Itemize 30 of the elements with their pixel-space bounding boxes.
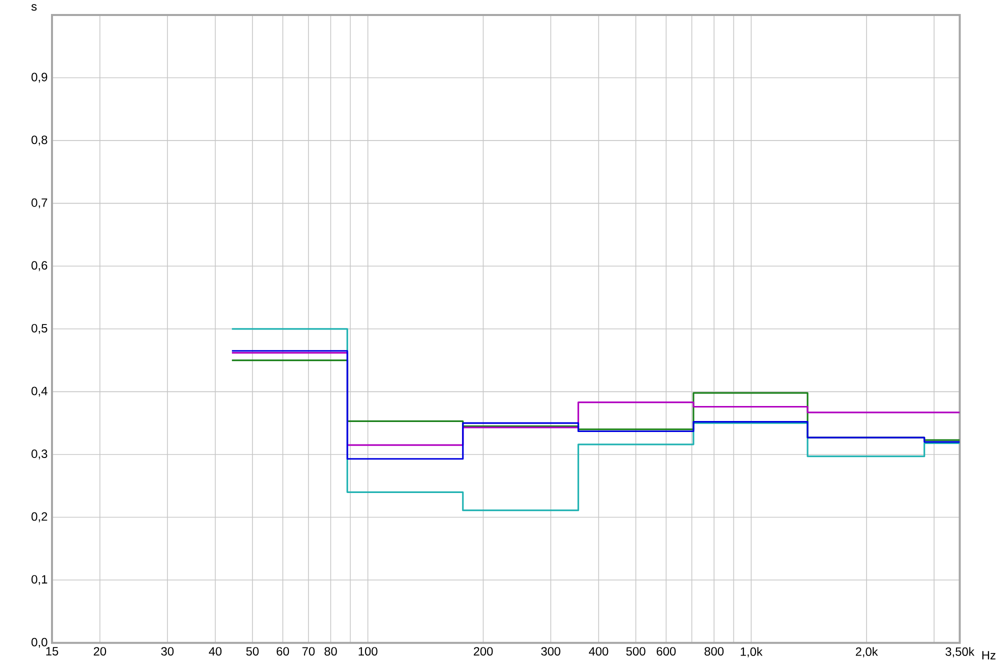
x-tick-label: 40 (208, 647, 222, 656)
x-tick-label: 70 (302, 647, 315, 656)
x-tick-label: 200 (474, 647, 493, 656)
y-tick-label: 0,1 (32, 575, 48, 586)
y-tick-label: 0,3 (32, 450, 48, 460)
y-tick-label: 0,2 (32, 512, 48, 522)
x-tick-label: 500 (626, 647, 646, 656)
x-tick-label: 20 (94, 647, 106, 656)
x-tick-label: 80 (324, 647, 337, 656)
y-tick-label: 0,6 (32, 261, 48, 272)
x-tick-label: 400 (588, 647, 608, 656)
x-tick-label: 15 (46, 647, 58, 656)
x-tick-label: 2,0k (856, 647, 878, 658)
x-tick-label: 50 (246, 647, 259, 656)
x-axis-title: Hz (982, 651, 996, 660)
y-tick-label: 0,7 (32, 198, 48, 208)
x-tick-label: 60 (276, 647, 290, 656)
y-tick-label: 0,8 (32, 136, 48, 146)
y-tick-label: 0,0 (32, 638, 48, 648)
x-tick-label: 600 (656, 647, 676, 656)
x-tick-label: 800 (704, 647, 724, 656)
x-tick-label: 1,0k (740, 647, 763, 658)
y-tick-label: 0,4 (32, 386, 48, 397)
y-tick-label: 0,5 (32, 324, 48, 334)
y-tick-label: 0,9 (32, 72, 48, 83)
y-axis-title: s (31, 4, 37, 11)
x-tick-label: 100 (358, 647, 378, 656)
x-tick-label: 30 (161, 647, 174, 656)
x-tick-label: 300 (541, 647, 560, 656)
x-tick-label: 3,50k (946, 647, 974, 658)
